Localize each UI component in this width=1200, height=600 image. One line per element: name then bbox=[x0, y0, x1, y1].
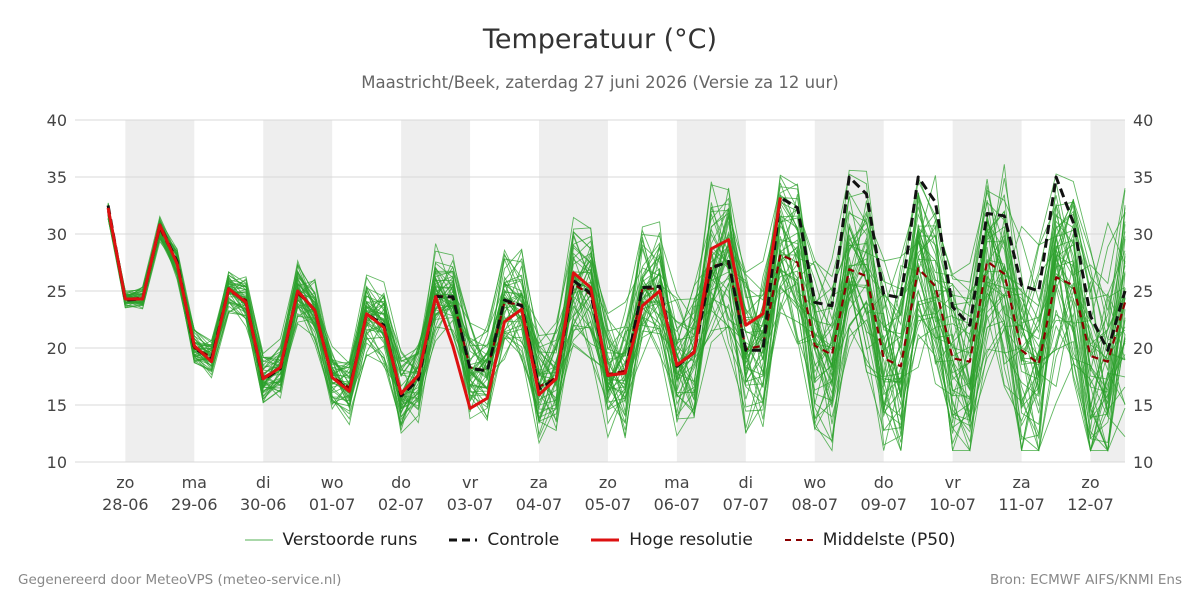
y-tick-label-right: 25 bbox=[1133, 282, 1153, 301]
x-tick-day: za bbox=[530, 473, 548, 492]
ensemble-run-line bbox=[107, 204, 1126, 404]
x-tick-date: 11-07 bbox=[998, 495, 1045, 514]
x-tick-day: di bbox=[739, 473, 754, 492]
x-tick-date: 04-07 bbox=[516, 495, 563, 514]
x-tick-date: 10-07 bbox=[929, 495, 976, 514]
x-tick-day: wo bbox=[321, 473, 344, 492]
y-tick-label-right: 40 bbox=[1133, 111, 1153, 130]
x-tick-date: 02-07 bbox=[378, 495, 425, 514]
legend-item-hoge-resolutie: Hoge resolutie bbox=[591, 530, 753, 550]
ensemble-run-line bbox=[107, 164, 1126, 371]
x-axis: zo 28-06 ma 29-06 di 30-06 wo 01-07 do 02-07 vr 03-… bbox=[102, 473, 1114, 514]
ensemble-run-line bbox=[107, 208, 1126, 418]
x-tick-day: do bbox=[391, 473, 411, 492]
x-tick-date: 30-06 bbox=[240, 495, 287, 514]
x-tick-day: zo bbox=[599, 473, 617, 492]
ensemble-run-line bbox=[107, 207, 1126, 440]
ensemble-run-line bbox=[107, 197, 1126, 393]
ensemble-run-line bbox=[107, 210, 1126, 451]
x-tick-date: 28-06 bbox=[102, 495, 149, 514]
legend-swatch-ensemble bbox=[244, 539, 273, 541]
x-tick-day: za bbox=[1012, 473, 1030, 492]
y-tick-label-left: 20 bbox=[47, 339, 67, 358]
y-tick-label-left: 35 bbox=[47, 168, 67, 187]
y-tick-label-right: 15 bbox=[1133, 396, 1153, 415]
legend-swatch-hoge-resolutie bbox=[591, 538, 620, 542]
legend-item-ensemble: Verstoorde runs bbox=[244, 530, 418, 550]
ensemble-run-line bbox=[107, 212, 1126, 451]
y-tick-label-left: 25 bbox=[47, 282, 67, 301]
chart-subtitle: Maastricht/Beek, zaterdag 27 juni 2026 (… bbox=[361, 73, 839, 92]
y-tick-label-left: 10 bbox=[47, 453, 67, 472]
x-tick-date: 08-07 bbox=[792, 495, 839, 514]
x-tick-date: 03-07 bbox=[447, 495, 494, 514]
x-tick-day: vr bbox=[462, 473, 478, 492]
y-axis-left: 10 15 20 25 30 35 40 bbox=[47, 111, 67, 472]
legend-label-ensemble: Verstoorde runs bbox=[282, 530, 418, 550]
footer-generated-by: Gegenereerd door MeteoVPS (meteo-service… bbox=[18, 572, 342, 588]
x-tick-day: do bbox=[874, 473, 894, 492]
legend-item-controle: Controle bbox=[449, 530, 559, 550]
ensemble-run-line bbox=[107, 189, 1126, 385]
footer-source: Bron: ECMWF AIFS/KNMI Ens bbox=[989, 572, 1182, 588]
x-tick-day: ma bbox=[664, 473, 689, 492]
y-axis-right: 10 15 20 25 30 35 40 bbox=[1133, 111, 1153, 472]
x-tick-day: vr bbox=[945, 473, 961, 492]
legend-item-p50: Middelste (P50) bbox=[784, 530, 956, 550]
x-tick-date: 01-07 bbox=[309, 495, 356, 514]
chart-title: Temperatuur (°C) bbox=[482, 24, 718, 55]
x-tick-date: 09-07 bbox=[860, 495, 907, 514]
ensemble-run-line bbox=[107, 191, 1126, 399]
x-tick-day: wo bbox=[803, 473, 826, 492]
ensemble-run-line bbox=[107, 218, 1126, 451]
x-tick-day: zo bbox=[116, 473, 134, 492]
legend-label-controle: Controle bbox=[487, 530, 560, 550]
ensemble-run-line bbox=[107, 215, 1126, 419]
x-tick-day: di bbox=[256, 473, 271, 492]
x-tick-date: 12-07 bbox=[1067, 495, 1114, 514]
x-tick-day: ma bbox=[182, 473, 207, 492]
y-tick-label-left: 40 bbox=[47, 111, 67, 130]
x-tick-date: 05-07 bbox=[585, 495, 632, 514]
legend-swatch-controle bbox=[449, 538, 478, 542]
legend-label-hoge-resolutie: Hoge resolutie bbox=[629, 530, 753, 550]
legend-label-p50: Middelste (P50) bbox=[822, 530, 956, 550]
ensemble-run-line bbox=[107, 215, 1126, 452]
ensemble-run-line bbox=[107, 185, 1126, 378]
y-tick-label-right: 30 bbox=[1133, 225, 1153, 244]
ensemble-run-line bbox=[107, 173, 1126, 385]
ensemble-run-line bbox=[107, 215, 1126, 452]
y-tick-label-right: 20 bbox=[1133, 339, 1153, 358]
x-tick-date: 07-07 bbox=[723, 495, 770, 514]
hoge-resolutie-line bbox=[106, 197, 782, 410]
y-tick-label-left: 15 bbox=[47, 396, 67, 415]
x-tick-date: 29-06 bbox=[171, 495, 218, 514]
y-tick-label-right: 35 bbox=[1133, 168, 1153, 187]
ensemble-run-line bbox=[107, 214, 1126, 452]
y-tick-label-left: 30 bbox=[47, 225, 67, 244]
x-tick-date: 06-07 bbox=[654, 495, 701, 514]
y-tick-label-right: 10 bbox=[1133, 453, 1153, 472]
ensemble-run-line bbox=[107, 213, 1126, 414]
legend-swatch-p50 bbox=[784, 539, 813, 541]
main-series bbox=[106, 175, 1127, 410]
legend: Verstoorde runs Controle Hoge resolutie … bbox=[0, 530, 1200, 550]
ensemble-run-line bbox=[107, 212, 1126, 418]
x-tick-day: zo bbox=[1081, 473, 1099, 492]
